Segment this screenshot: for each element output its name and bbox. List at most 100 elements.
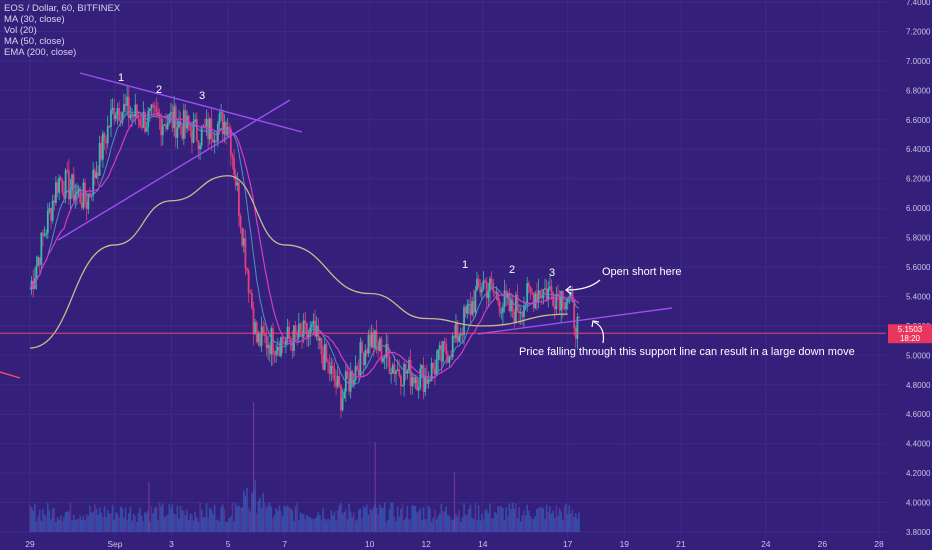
candle-body bbox=[289, 338, 292, 342]
candle-body bbox=[545, 288, 548, 301]
candle-body bbox=[293, 325, 295, 351]
wave-label: 1 bbox=[118, 72, 124, 84]
candle-body bbox=[464, 307, 467, 314]
candle-body bbox=[419, 368, 422, 388]
candle-body bbox=[113, 107, 116, 120]
y-axis: 3.8000 4.0000 4.2000 4.4000 4.6000 4.8000 5.00… bbox=[906, 0, 931, 537]
candle-body bbox=[48, 208, 51, 211]
volume-bar bbox=[293, 521, 295, 532]
volume-bar bbox=[560, 511, 563, 532]
candle-body bbox=[343, 391, 346, 399]
volume-bar bbox=[205, 503, 208, 532]
candle-body bbox=[259, 332, 261, 346]
candle-body bbox=[406, 370, 409, 374]
candle-body bbox=[365, 350, 368, 354]
volume-bar bbox=[427, 505, 430, 532]
volume-bar bbox=[511, 502, 514, 532]
candle-body bbox=[362, 353, 365, 366]
volume-bar bbox=[267, 505, 269, 532]
candle-body bbox=[424, 375, 427, 392]
volume-bar bbox=[298, 519, 300, 532]
volume-bar bbox=[562, 520, 564, 532]
volume-bar bbox=[265, 507, 268, 532]
legend-symbol[interactable]: EOS / Dollar, 60, BITFINEX bbox=[4, 3, 121, 14]
candle-body bbox=[166, 123, 169, 130]
candle-body bbox=[182, 110, 185, 139]
y-tick-label: 6.6000 bbox=[906, 116, 931, 125]
candle-body bbox=[249, 292, 252, 294]
candle-body bbox=[59, 177, 62, 182]
candle-body bbox=[341, 398, 344, 411]
volume-bar bbox=[553, 518, 556, 532]
volume-bar bbox=[98, 507, 101, 532]
volume-bar bbox=[563, 506, 566, 532]
candle-body bbox=[526, 283, 529, 305]
candle-body bbox=[127, 96, 130, 118]
candle-body bbox=[32, 280, 35, 289]
volume-bar bbox=[464, 514, 467, 532]
legend-ma50[interactable]: MA (50, close) bbox=[4, 36, 65, 47]
candle-body bbox=[338, 376, 341, 385]
volume-bar bbox=[105, 516, 107, 532]
legend-volume[interactable]: Vol (20) bbox=[4, 25, 37, 36]
candle-body bbox=[63, 192, 65, 198]
volume-bar bbox=[196, 517, 198, 532]
volume-bar bbox=[124, 507, 127, 532]
volume-bar bbox=[40, 520, 43, 532]
candle-body bbox=[563, 308, 566, 310]
candle-body bbox=[471, 301, 474, 315]
volume-bar bbox=[395, 520, 397, 532]
candle-body bbox=[561, 290, 564, 309]
candle-body bbox=[421, 364, 423, 369]
candle-body bbox=[425, 375, 428, 384]
candle-body bbox=[226, 127, 229, 136]
volume-bar bbox=[273, 515, 276, 532]
volume-bar bbox=[35, 521, 38, 532]
volume-bar bbox=[492, 518, 494, 532]
candle-body bbox=[385, 344, 388, 358]
x-tick-label: 24 bbox=[761, 539, 771, 549]
legend-ema200[interactable]: EMA (200, close) bbox=[4, 47, 77, 58]
candle-body bbox=[335, 381, 337, 387]
volume-bar bbox=[197, 521, 200, 532]
volume-bar bbox=[255, 513, 258, 532]
candle-body bbox=[281, 337, 284, 343]
volume-bar bbox=[367, 514, 370, 532]
candle-body bbox=[131, 114, 133, 116]
volume-bar bbox=[42, 509, 44, 532]
volume-bar bbox=[283, 505, 286, 532]
candle-body bbox=[296, 332, 299, 338]
volume-bar bbox=[430, 521, 433, 532]
legend-ma30[interactable]: MA (30, close) bbox=[4, 14, 65, 25]
volume-bar bbox=[178, 518, 180, 532]
volume-bar bbox=[555, 505, 558, 532]
volume-bar bbox=[236, 506, 239, 532]
candle-body bbox=[555, 293, 558, 310]
volume-bar bbox=[299, 512, 302, 532]
volume-bar bbox=[239, 507, 242, 532]
volume-bar bbox=[59, 515, 62, 532]
volume-bar bbox=[481, 513, 483, 532]
volume-bar bbox=[450, 519, 452, 532]
volume-bar bbox=[309, 517, 311, 532]
volume-bar bbox=[429, 508, 431, 532]
volume-bar bbox=[566, 513, 569, 532]
candle-body bbox=[411, 376, 414, 387]
volume-bar bbox=[354, 520, 357, 532]
volume-bar bbox=[518, 506, 520, 532]
volume-bar bbox=[37, 515, 39, 532]
volume-bar bbox=[234, 503, 237, 532]
y-tick-label: 4.2000 bbox=[906, 469, 931, 478]
candle-body bbox=[445, 343, 448, 355]
candle-body bbox=[263, 333, 266, 337]
volume-bar bbox=[345, 509, 347, 532]
volume-bar bbox=[231, 502, 234, 532]
candle-body bbox=[101, 133, 104, 160]
candle-body bbox=[42, 232, 44, 236]
volume-bar bbox=[149, 521, 151, 532]
candle-body bbox=[160, 118, 163, 136]
candle-body bbox=[283, 342, 286, 345]
y-tick-label: 6.4000 bbox=[906, 145, 931, 154]
